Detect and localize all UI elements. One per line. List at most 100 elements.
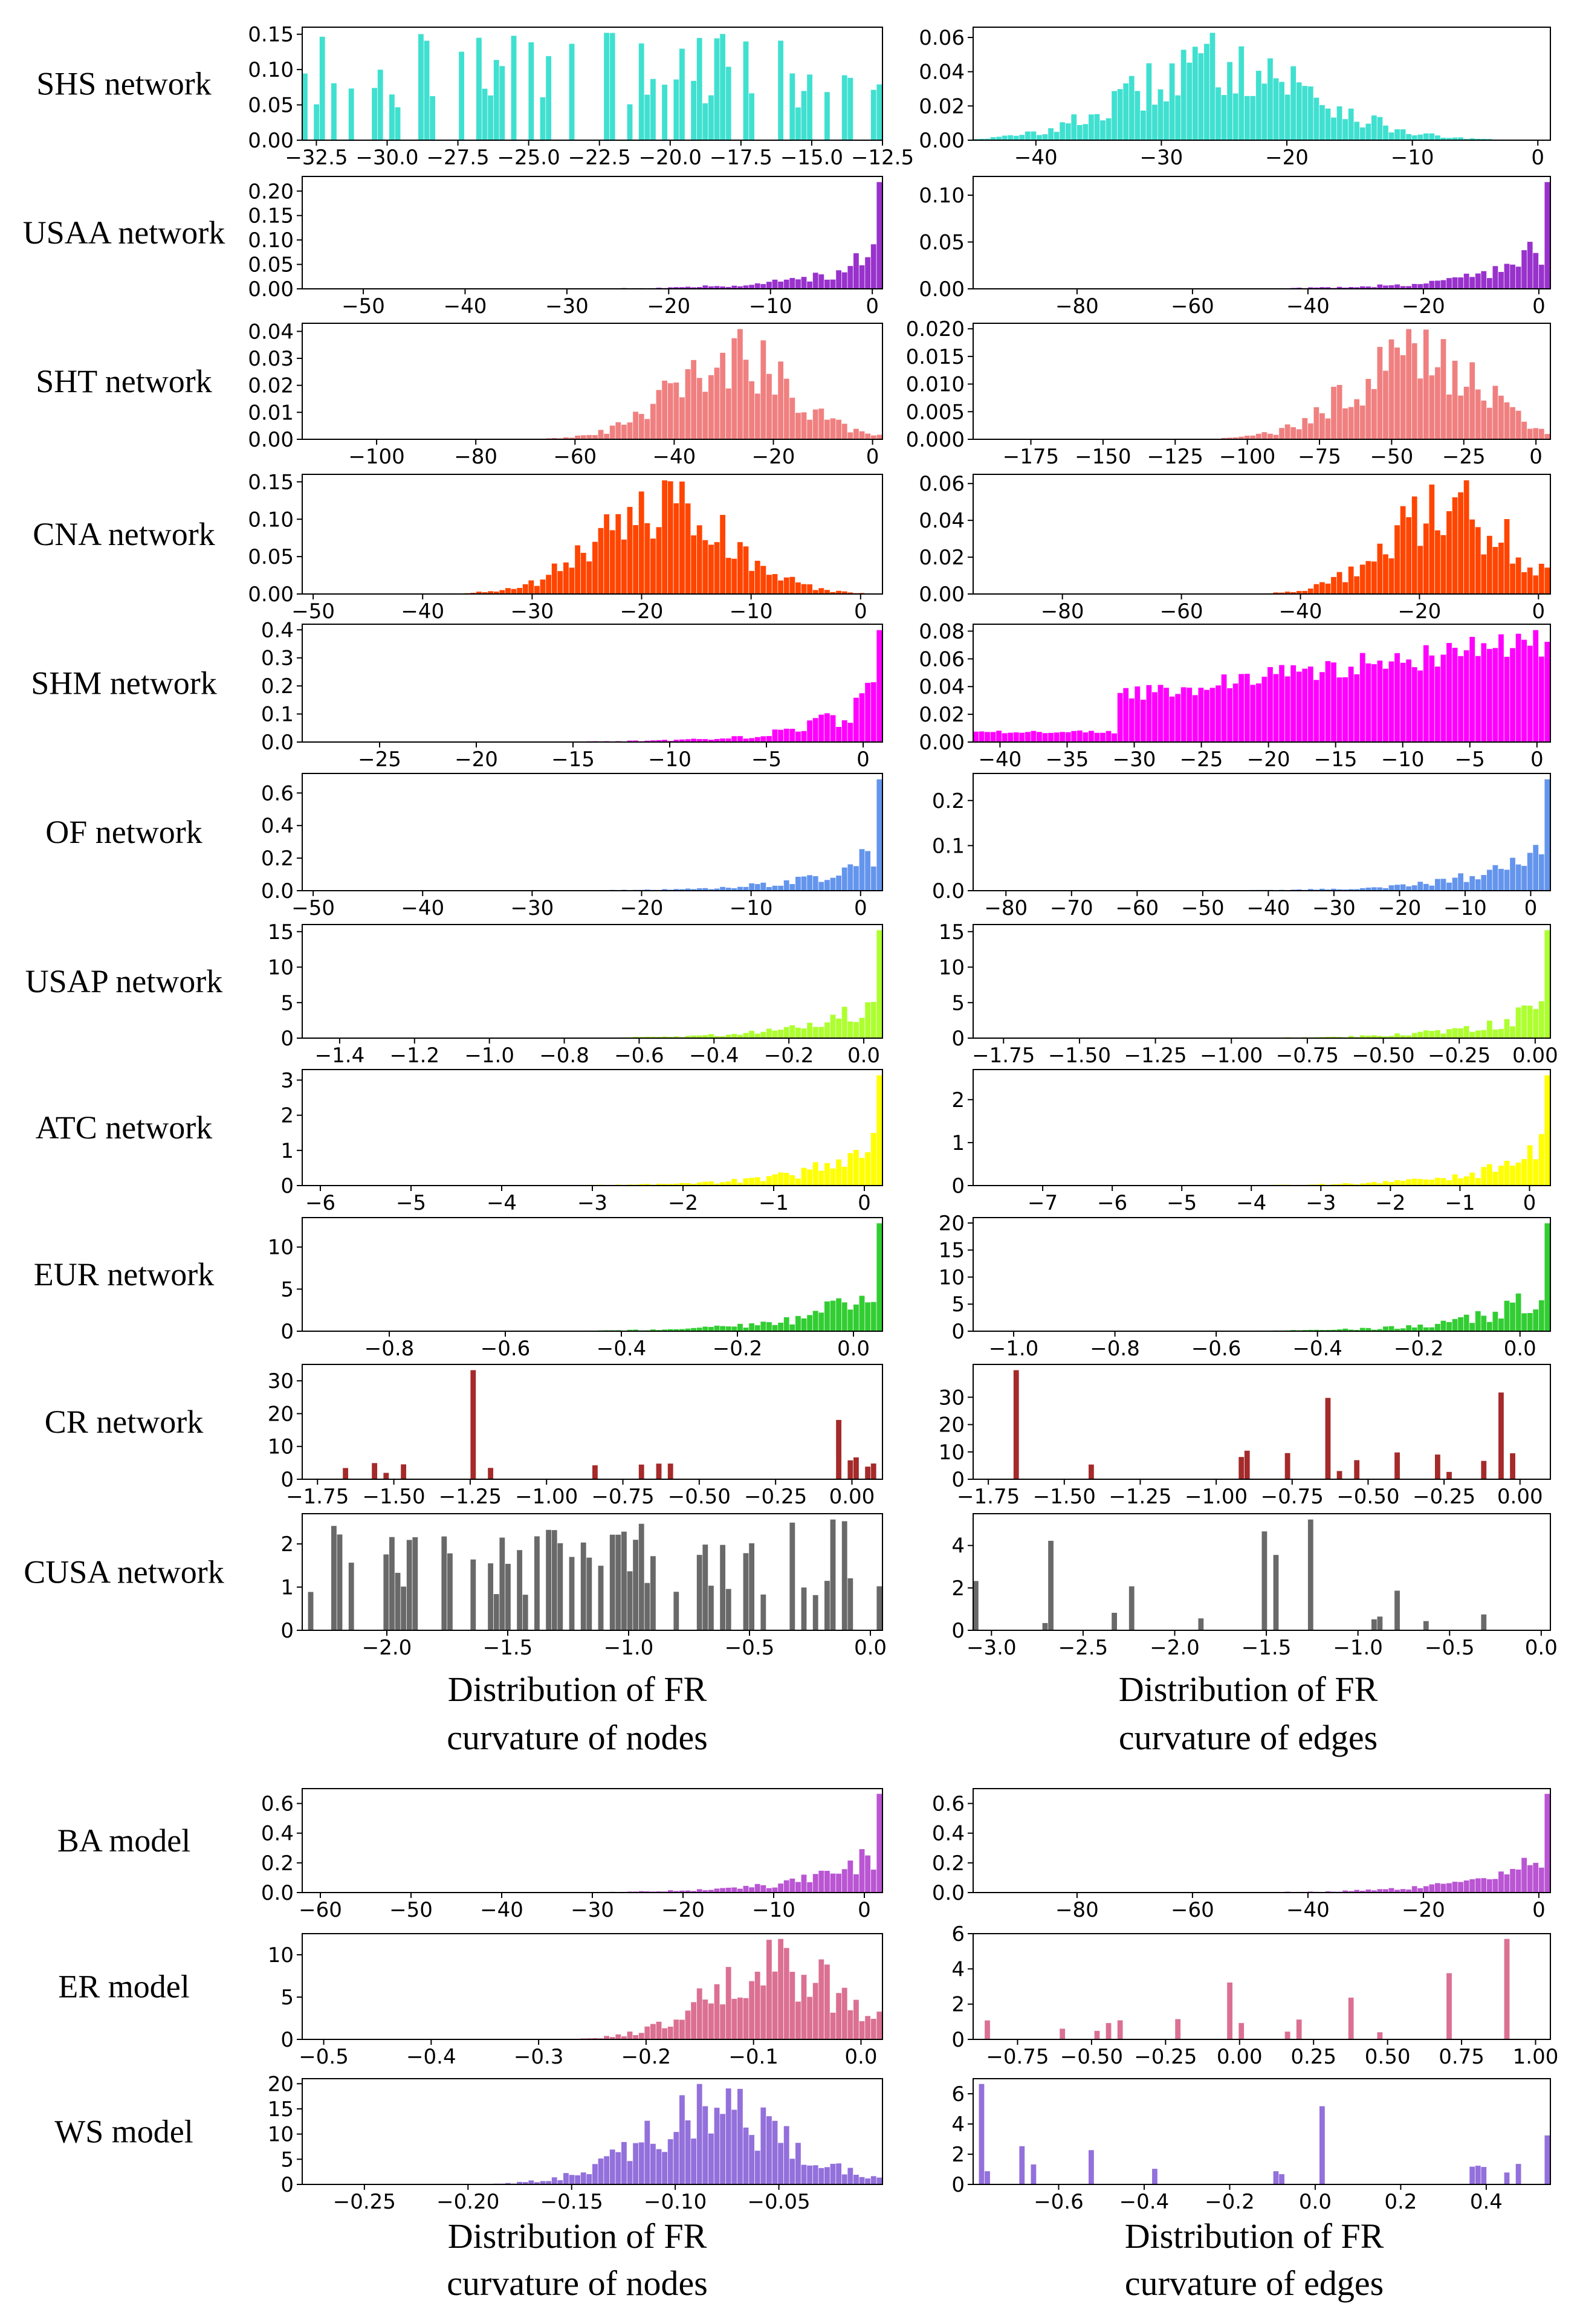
bar xyxy=(1354,121,1360,140)
bar xyxy=(720,352,726,439)
bar xyxy=(1446,511,1452,594)
bar xyxy=(1394,885,1400,891)
bar xyxy=(1423,1886,1429,1893)
bar xyxy=(766,1322,772,1331)
bar xyxy=(766,1176,772,1186)
bar xyxy=(824,279,830,289)
bar xyxy=(633,2035,639,2039)
bar xyxy=(870,867,876,891)
x-tick-label: −60 xyxy=(1171,294,1214,318)
bar xyxy=(754,1883,760,1893)
bar xyxy=(1394,1890,1400,1893)
bar xyxy=(1486,407,1492,439)
x-tick-label: −0.5 xyxy=(299,2045,349,2069)
bar xyxy=(1071,114,1077,140)
bars xyxy=(470,329,882,439)
bar xyxy=(1227,1982,1232,2039)
bar xyxy=(1463,273,1469,289)
bar xyxy=(1435,530,1440,594)
bars xyxy=(302,1075,882,1186)
bar xyxy=(1498,1028,1504,1038)
bar xyxy=(1065,732,1071,742)
bar xyxy=(870,244,876,289)
bar xyxy=(1232,437,1238,439)
y-tick-label: 0.15 xyxy=(248,23,294,47)
bar xyxy=(801,2164,807,2184)
x-tick-label: −40 xyxy=(401,599,444,624)
bar xyxy=(621,1531,627,1630)
x-tick-label: −0.2 xyxy=(621,2045,672,2069)
bar xyxy=(772,1174,778,1186)
bar xyxy=(482,88,488,140)
bar xyxy=(1048,1540,1054,1630)
row-label: SHM network xyxy=(31,665,217,702)
x-tick-label: −5 xyxy=(751,747,782,772)
bar xyxy=(789,1175,795,1186)
x-tick-label: −20 xyxy=(1378,896,1422,920)
bar xyxy=(996,137,1002,140)
bar xyxy=(859,1849,865,1893)
bar xyxy=(702,540,708,594)
x-tick-label: 0 xyxy=(1523,1191,1536,1215)
bar xyxy=(720,738,726,742)
bar xyxy=(720,515,726,594)
panel-ba-model-edges: −80 −60 −40 −20 00.00.20.40.6 xyxy=(932,1788,1551,1922)
bar xyxy=(789,398,795,439)
bar xyxy=(1510,1453,1515,1479)
bar xyxy=(1209,33,1216,140)
bar xyxy=(685,1328,691,1331)
bar xyxy=(812,273,818,289)
bar xyxy=(662,2152,668,2184)
axes-frame xyxy=(973,1513,1551,1631)
bar xyxy=(575,545,581,594)
y-tick-label: 0.05 xyxy=(248,545,294,569)
bar xyxy=(801,584,807,594)
x-tick-label: −15 xyxy=(1314,747,1358,772)
x-tick-label: 0.50 xyxy=(1365,2045,1411,2069)
bar xyxy=(1342,287,1348,289)
bar xyxy=(557,2180,563,2184)
bar xyxy=(749,883,755,891)
x-tick-label: −20 xyxy=(455,747,498,772)
bar xyxy=(1486,278,1492,289)
bar xyxy=(708,889,714,891)
y-tick-label: 0.020 xyxy=(906,317,965,341)
bar xyxy=(1452,277,1458,289)
bar xyxy=(401,1586,407,1630)
bar xyxy=(1406,1889,1412,1893)
bar xyxy=(870,435,876,439)
x-tick-label: −1.5 xyxy=(1242,1636,1292,1660)
bar xyxy=(1394,347,1400,439)
y-tick-label: 0.4 xyxy=(932,1822,965,1846)
bar xyxy=(1365,1183,1371,1186)
bar xyxy=(830,279,836,289)
bar xyxy=(1446,1973,1452,2039)
bar xyxy=(1481,1878,1487,1893)
y-tick-label: 4 xyxy=(951,1957,965,1981)
bar xyxy=(1157,89,1164,140)
bar xyxy=(996,731,1002,742)
bar xyxy=(679,1329,685,1331)
bar xyxy=(1521,1858,1527,1893)
bar xyxy=(818,2167,824,2184)
x-tick-label: −4 xyxy=(1236,1191,1266,1215)
bar xyxy=(1388,339,1394,439)
bar xyxy=(708,2003,714,2039)
bar xyxy=(807,281,813,289)
bar xyxy=(743,886,749,891)
bar xyxy=(679,1183,685,1186)
bar xyxy=(1388,132,1394,140)
bar xyxy=(488,1563,494,1630)
bar xyxy=(702,285,708,289)
bar xyxy=(1492,1172,1498,1186)
bar xyxy=(1336,572,1342,594)
bar xyxy=(1475,656,1481,742)
x-tick-label: 0.00 xyxy=(829,1485,875,1509)
bar xyxy=(841,1987,847,2039)
y-tick-label: 0.4 xyxy=(261,814,294,838)
bar xyxy=(1307,1519,1313,1630)
bar xyxy=(1394,1452,1400,1479)
bar xyxy=(714,1984,720,2039)
panel-of-network-edges: −80 −70 −60 −50 −40 −30 −20 −10 00.00.10.2 xyxy=(932,773,1551,920)
y-tick-label: 0 xyxy=(280,2028,294,2052)
